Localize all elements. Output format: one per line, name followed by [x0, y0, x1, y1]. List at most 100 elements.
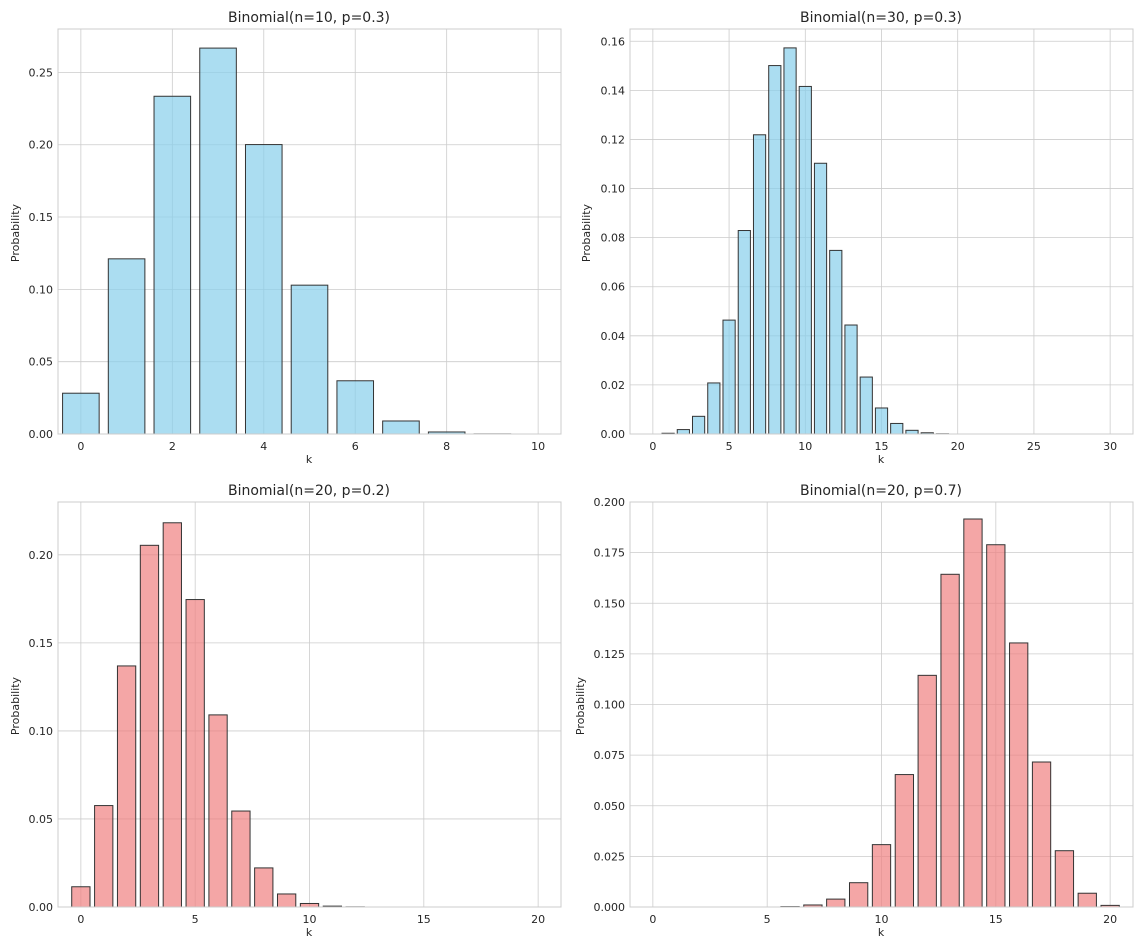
chart-title: Binomial(n=20, p=0.7)	[800, 483, 962, 499]
bar-k-7	[752, 134, 767, 435]
y-tick-label: 0.100	[594, 699, 626, 712]
chart-title: Binomial(n=20, p=0.2)	[228, 483, 390, 499]
y-tick-label: 0.15	[29, 211, 54, 224]
plot-area: 0.000 0.025 0.050 0.075 0.100 0.125 0.150 0.175…	[594, 496, 1134, 926]
x-axis-label: k	[306, 926, 313, 939]
x-tick-label: 8	[443, 440, 450, 453]
y-tick-label: 0.10	[601, 183, 626, 196]
x-tick-label: 0	[649, 440, 656, 453]
bar-k-12	[829, 249, 843, 435]
x-tick-label: 15	[417, 913, 431, 926]
bar-k-6	[336, 380, 375, 435]
bar-k-5	[290, 284, 329, 435]
bar-k-0	[71, 886, 91, 908]
y-tick-label: 0.20	[29, 139, 54, 152]
bar-k-14	[963, 518, 983, 908]
bar-k-9	[276, 893, 297, 908]
bar-k-3	[691, 415, 706, 435]
bar-k-2	[676, 429, 690, 435]
x-tick-label: 5	[192, 913, 199, 926]
y-tick-label: 0.25	[29, 66, 54, 79]
x-tick-label: 6	[352, 440, 359, 453]
y-tick-label: 0.08	[601, 232, 626, 245]
bar-k-14	[859, 376, 873, 435]
bar-k-12	[917, 674, 937, 908]
x-tick-label: 5	[726, 440, 733, 453]
bar-k-4	[244, 144, 283, 435]
bar-k-7	[382, 420, 420, 435]
bar-k-13	[940, 573, 960, 908]
bar-k-5	[185, 599, 205, 908]
bar-k-11	[813, 162, 828, 435]
subplot-binomial-n30-p03: Binomial(n=30, p=0.3) k Probability 0.00…	[580, 10, 1134, 466]
bar-k-4	[707, 382, 721, 435]
bar-k-2	[153, 95, 192, 435]
x-tick-label: 20	[1103, 913, 1117, 926]
bar-k-1	[107, 258, 146, 435]
y-axis-label: Probability	[9, 203, 22, 262]
y-tick-label: 0.00	[29, 428, 54, 441]
bar-k-16	[890, 422, 904, 435]
x-tick-label: 10	[303, 913, 317, 926]
bar-k-10	[299, 902, 320, 908]
bar-k-7	[231, 810, 251, 908]
y-axis-label: Probability	[9, 676, 22, 735]
y-tick-label: 0.20	[29, 549, 54, 562]
bar-k-8	[768, 65, 782, 435]
axes-frame	[57, 501, 562, 908]
y-tick-label: 0.10	[29, 725, 54, 738]
chart-title: Binomial(n=30, p=0.3)	[800, 10, 962, 26]
y-tick-label: 0.075	[594, 749, 626, 762]
y-tick-label: 0.10	[29, 283, 54, 296]
y-tick-label: 0.04	[601, 330, 626, 343]
x-tick-label: 0	[77, 913, 84, 926]
bar-k-10	[871, 844, 892, 908]
y-tick-label: 0.000	[594, 901, 626, 914]
plot-area: 0.00 0.05 0.10 0.15 0.20 0 5 10 15 20	[29, 501, 562, 926]
y-tick-label: 0.200	[594, 496, 626, 509]
x-tick-label: 0	[77, 440, 84, 453]
bar-k-4	[162, 522, 182, 908]
x-axis-label: k	[878, 926, 885, 939]
y-tick-label: 0.00	[601, 428, 626, 441]
axes-frame	[629, 28, 1134, 435]
x-tick-label: 15	[989, 913, 1003, 926]
bar-k-13	[844, 324, 858, 435]
bar-k-17	[1031, 761, 1052, 908]
y-tick-label: 0.14	[601, 84, 626, 97]
x-tick-label: 10	[798, 440, 812, 453]
y-axis-label: Probability	[574, 676, 587, 735]
x-tick-label: 2	[169, 440, 176, 453]
bar-k-9	[783, 47, 797, 435]
bar-k-15	[986, 544, 1006, 908]
subplot-binomial-n10-p03: Binomial(n=10, p=0.3) k Probability 0.00…	[9, 10, 562, 466]
x-tick-label: 20	[951, 440, 965, 453]
bar-k-3	[139, 544, 160, 908]
x-tick-label: 25	[1027, 440, 1041, 453]
y-tick-label: 0.16	[601, 35, 626, 48]
x-tick-label: 10	[875, 913, 889, 926]
x-axis-label: k	[878, 453, 885, 466]
bar-k-5	[722, 319, 736, 435]
y-tick-label: 0.050	[594, 800, 626, 813]
y-tick-label: 0.025	[594, 850, 626, 863]
y-tick-label: 0.15	[29, 637, 54, 650]
y-tick-label: 0.06	[601, 281, 626, 294]
y-tick-label: 0.00	[29, 901, 54, 914]
y-tick-label: 0.05	[29, 813, 54, 826]
bar-k-6	[737, 230, 751, 435]
bar-k-2	[116, 665, 137, 908]
y-tick-label: 0.150	[594, 597, 626, 610]
bar-k-0	[62, 392, 100, 435]
chart-title: Binomial(n=10, p=0.3)	[228, 10, 390, 26]
y-axis-label: Probability	[580, 203, 593, 262]
bar-k-15	[874, 407, 889, 435]
subplot-binomial-n20-p02: Binomial(n=20, p=0.2) k Probability 0.00…	[9, 483, 562, 939]
x-tick-label: 20	[531, 913, 545, 926]
plot-area: 0.00 0.05 0.10 0.15 0.20 0.25 0 2 4 6 8 10	[29, 28, 562, 453]
y-tick-label: 0.12	[601, 133, 626, 146]
axes-frame	[629, 501, 1134, 908]
y-tick-label: 0.02	[601, 379, 626, 392]
bar-k-17	[905, 429, 919, 435]
